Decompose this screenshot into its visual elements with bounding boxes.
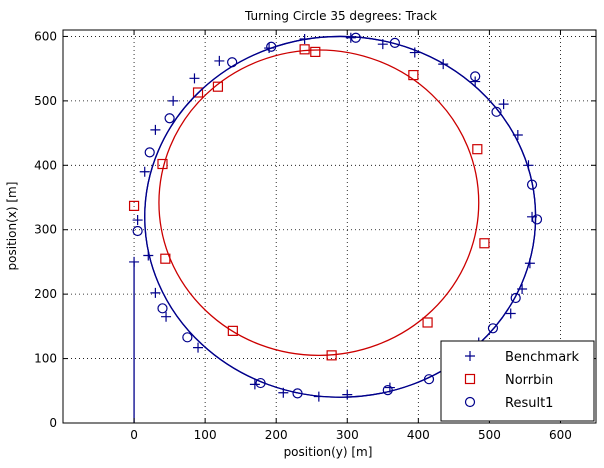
y-axis-label: position(x) [m]	[5, 182, 19, 271]
norrbin-point	[227, 325, 238, 336]
result1-point	[157, 303, 168, 314]
data-layer	[128, 32, 543, 423]
benchmark-point	[409, 47, 420, 58]
result1-point	[487, 323, 499, 334]
norrbin-point	[422, 317, 433, 328]
result1-track-line	[144, 35, 537, 398]
result1-point	[255, 377, 266, 389]
x-tick-label: 500	[478, 428, 501, 442]
result1-point	[164, 113, 175, 124]
legend-label: Benchmark	[505, 350, 580, 365]
result1-point	[382, 385, 393, 396]
benchmark-point	[150, 124, 161, 135]
y-tick-label: 200	[34, 287, 57, 301]
axis-ticks: 0 100 200 300 400 500 600 0 100 200 300 400 500 600	[34, 29, 596, 442]
y-tick-label: 100	[34, 352, 57, 366]
legend: Benchmark Norrbin Result1	[440, 340, 595, 422]
benchmark-point	[505, 308, 516, 319]
x-tick-label: 100	[194, 428, 217, 442]
norrbin-point	[326, 350, 337, 361]
benchmark-point	[498, 99, 509, 110]
norrbin-point	[157, 158, 168, 170]
benchmark-point	[214, 55, 225, 66]
norrbin-track-line	[158, 49, 480, 357]
result1-point	[510, 292, 521, 304]
series-result1	[132, 32, 543, 399]
norrbin-point	[479, 238, 490, 249]
y-tick-label: 300	[34, 223, 57, 237]
benchmark-point	[150, 287, 161, 298]
chart-title: Turning Circle 35 degrees: Track	[244, 9, 437, 23]
result1-point	[132, 225, 143, 237]
norrbin-point	[472, 144, 483, 155]
norrbin-point	[310, 46, 321, 58]
result1-point	[182, 332, 193, 343]
result1-point	[526, 179, 538, 190]
result1-point	[423, 374, 435, 385]
benchmark-point	[168, 95, 179, 106]
benchmark-point	[129, 256, 140, 267]
benchmark-point	[161, 311, 172, 322]
x-tick-label: 400	[407, 428, 430, 442]
y-tick-label: 600	[34, 29, 57, 43]
x-tick-label: 0	[130, 428, 138, 442]
y-tick-label: 400	[34, 158, 57, 172]
result1-point	[531, 214, 543, 225]
y-tick-label: 500	[34, 94, 57, 108]
benchmark-point	[470, 76, 481, 87]
benchmark-point	[249, 379, 260, 390]
legend-box	[440, 340, 595, 422]
norrbin-point	[192, 87, 204, 98]
result1-point	[266, 41, 277, 52]
norrbin-point	[160, 253, 171, 264]
series-norrbin	[128, 44, 490, 361]
norrbin-point	[212, 81, 224, 92]
result1-point	[350, 32, 361, 43]
legend-marker-norrbin	[464, 373, 476, 385]
legend-label: Norrbin	[505, 373, 553, 388]
legend-label: Result1	[505, 396, 553, 411]
x-tick-label: 200	[265, 428, 288, 442]
benchmark-point	[132, 215, 143, 226]
x-tick-label: 300	[336, 428, 359, 442]
benchmark-point	[342, 389, 353, 400]
legend-marker-benchmark	[465, 351, 475, 361]
x-axis-label: position(y) [m]	[284, 445, 373, 459]
result1-point	[491, 106, 502, 117]
result1-point	[470, 71, 481, 82]
benchmark-point	[139, 166, 150, 177]
result1-point	[292, 388, 303, 399]
norrbin-point	[408, 69, 419, 81]
benchmark-point	[189, 73, 200, 84]
norrbin-point	[299, 44, 310, 55]
result1-point	[227, 57, 238, 68]
norrbin-point	[128, 200, 140, 211]
result1-point	[389, 37, 400, 48]
y-tick-label: 0	[49, 416, 57, 430]
benchmark-point	[193, 342, 204, 353]
plot-frame	[62, 29, 597, 424]
result1-point	[144, 147, 155, 158]
legend-marker-result1	[464, 396, 476, 408]
x-tick-label: 600	[549, 428, 572, 442]
